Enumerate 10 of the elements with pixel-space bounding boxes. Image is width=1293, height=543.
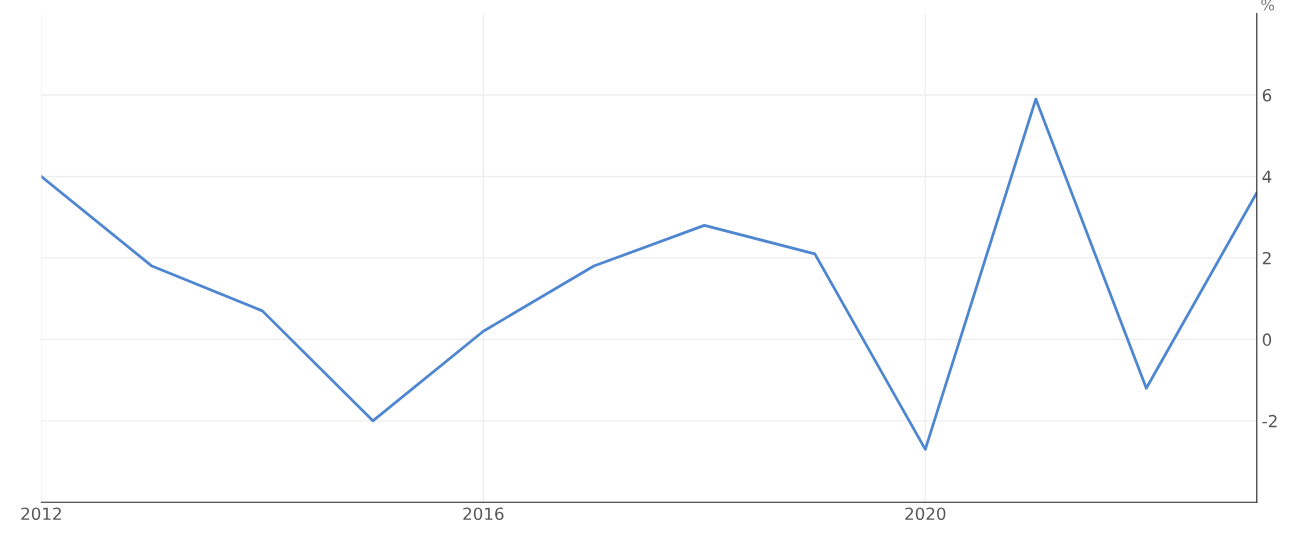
y-tick-label: 0 xyxy=(1262,333,1272,346)
y-tick-label: 4 xyxy=(1262,170,1272,183)
y-tick-label: -2 xyxy=(1262,414,1277,428)
y-tick-label: 2 xyxy=(1262,251,1271,265)
x-tick-label: 2020 xyxy=(905,507,946,521)
x-tick-label: 2012 xyxy=(21,507,61,521)
y-axis-title: % xyxy=(1261,0,1275,11)
x-tick-label: 2016 xyxy=(463,507,504,521)
line-series xyxy=(41,97,1257,451)
y-tick-label: 6 xyxy=(1262,88,1272,102)
